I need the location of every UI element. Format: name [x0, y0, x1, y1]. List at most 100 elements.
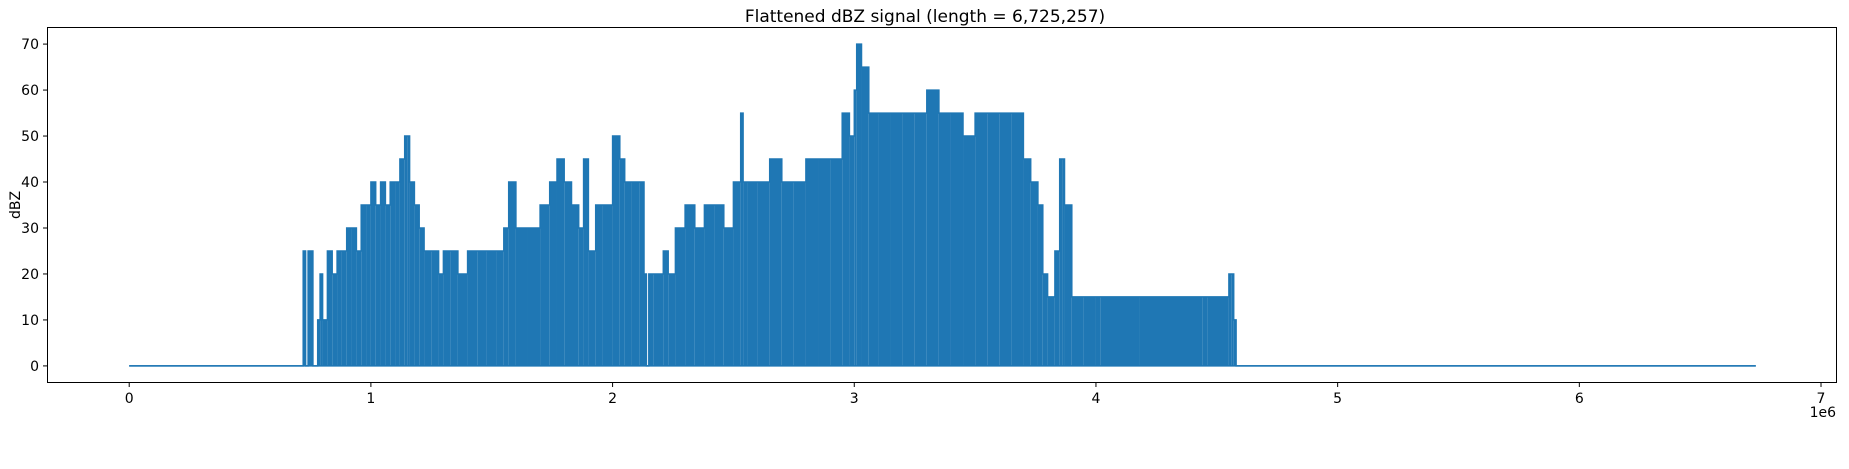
- signal-segment: [1071, 296, 1084, 366]
- y-tick-label: 0: [30, 359, 39, 375]
- signal-segment: [769, 159, 782, 366]
- signal-segment: [1042, 273, 1048, 366]
- signal-segment: [540, 205, 550, 366]
- x-tick-label: 7: [1817, 391, 1826, 407]
- signal-segment: [527, 227, 541, 366]
- y-tick-label: 20: [21, 267, 39, 283]
- signal-segment: [663, 250, 669, 366]
- signal-segment: [395, 182, 400, 366]
- x-axis-offset-text: 1e6: [1810, 405, 1837, 421]
- signal-segment: [414, 205, 420, 366]
- signal-segment: [424, 250, 432, 366]
- signal-segment: [438, 273, 444, 366]
- signal-segment: [450, 250, 458, 366]
- signal-segment: [1064, 205, 1072, 366]
- signal-segment: [515, 227, 528, 366]
- signal-segment: [612, 136, 620, 366]
- signal-segment: [503, 227, 509, 366]
- x-tick-label: 0: [125, 391, 134, 407]
- signal-segment: [1047, 296, 1055, 366]
- signal-segment: [890, 113, 903, 366]
- signal-segment: [1059, 159, 1063, 366]
- signal-segment: [849, 136, 855, 366]
- x-tick-label: 3: [850, 391, 859, 407]
- signal-segment: [963, 136, 976, 366]
- signal-segment: [317, 319, 321, 366]
- signal-segment: [856, 44, 862, 366]
- signal-segment: [588, 250, 596, 366]
- signal-segment: [747, 182, 758, 366]
- signal-segment: [1100, 296, 1140, 366]
- signal-segment: [457, 273, 468, 366]
- y-tick-label: 60: [21, 83, 39, 99]
- signal-segment: [624, 182, 632, 366]
- signal-segment: [1202, 296, 1208, 366]
- signal-segment: [322, 319, 328, 366]
- signal-segment: [583, 159, 589, 366]
- signal-segment: [658, 273, 664, 366]
- signal-segment: [619, 159, 625, 366]
- signal-layer: [129, 43, 1756, 367]
- signal-segment: [653, 273, 659, 366]
- signal-segment: [975, 113, 988, 366]
- signal-segment: [578, 227, 584, 366]
- signal-segment: [486, 250, 497, 366]
- signal-segment: [308, 250, 313, 366]
- signal-segment: [781, 182, 794, 366]
- signal-segment: [1054, 250, 1060, 366]
- y-tick-label: 50: [21, 129, 39, 145]
- signal-segment: [390, 182, 396, 366]
- signal-segment: [704, 205, 715, 366]
- x-tick-label: 1: [366, 391, 375, 407]
- signal-segment: [842, 113, 850, 366]
- signal-segment: [854, 90, 857, 366]
- x-tick-label: 6: [1575, 391, 1584, 407]
- signal-segment: [399, 159, 405, 366]
- x-tick-label: 2: [608, 391, 617, 407]
- signal-segment: [556, 159, 565, 366]
- signal-segment: [757, 182, 770, 366]
- signal-segment: [443, 250, 451, 366]
- signal-segment: [631, 182, 640, 366]
- signal-segment: [303, 250, 306, 366]
- signal-segment: [805, 159, 819, 366]
- signal-segment: [868, 113, 879, 366]
- signal-segment: [346, 227, 352, 366]
- signal-segment: [743, 182, 748, 366]
- signal-segment: [404, 136, 408, 366]
- signal-segment: [337, 250, 342, 366]
- signal-segment: [366, 205, 371, 366]
- signal-segment: [740, 113, 744, 366]
- signal-segment: [1231, 273, 1234, 366]
- signal-segment: [733, 182, 741, 366]
- signal-segment: [477, 250, 487, 366]
- signal-segment: [595, 205, 603, 366]
- signal-segment: [370, 182, 376, 366]
- signal-segment: [950, 113, 964, 366]
- signal-segment: [385, 205, 391, 366]
- signal-segment: [668, 273, 676, 366]
- signal-segment: [1207, 296, 1229, 366]
- signal-segment: [1083, 296, 1096, 366]
- signal-segment: [508, 182, 516, 366]
- signal-segment: [564, 182, 572, 366]
- plot-frame: [47, 27, 1837, 383]
- signal-segment: [648, 273, 654, 366]
- signal-segment: [644, 273, 647, 366]
- signal-segment: [639, 182, 644, 366]
- signal-segment: [938, 113, 951, 366]
- signal-segment: [1139, 296, 1203, 366]
- signal-segment: [723, 227, 734, 366]
- signal-segment: [496, 250, 504, 366]
- signal-segment: [1011, 113, 1024, 366]
- signal-segment: [694, 227, 705, 366]
- x-axis: 0 1 2 3 4 5 6 7: [125, 382, 1826, 407]
- x-tick-label: 4: [1091, 391, 1100, 407]
- signal-segment: [431, 250, 439, 366]
- y-tick-label: 70: [21, 37, 39, 53]
- x-tick-label: 5: [1333, 391, 1342, 407]
- signal-segment: [419, 227, 425, 366]
- signal-segment: [1095, 296, 1101, 366]
- signal-segment: [320, 273, 323, 366]
